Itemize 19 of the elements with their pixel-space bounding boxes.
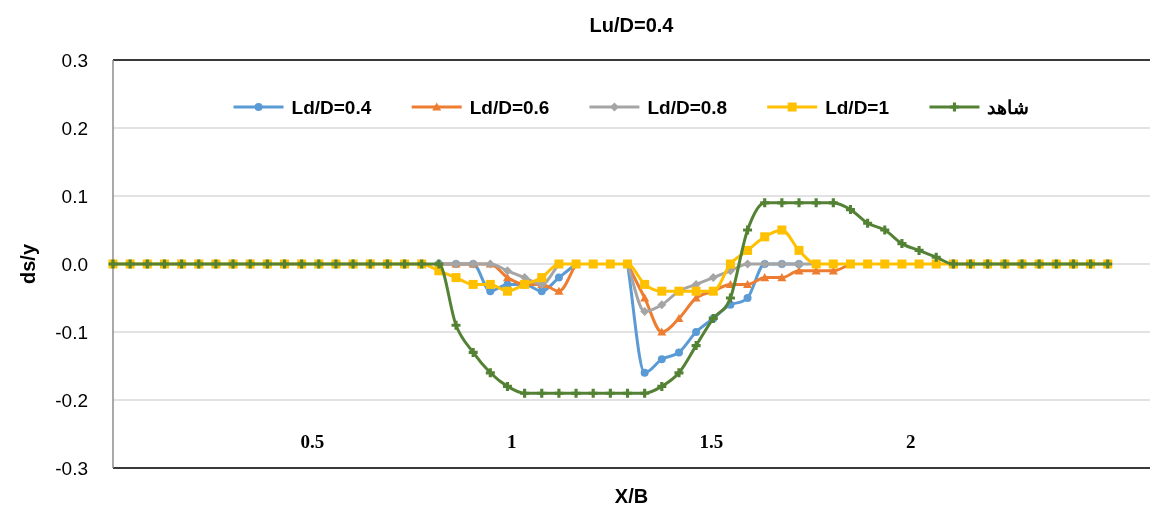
x-tick-label: 1 bbox=[507, 431, 517, 452]
legend-label: Ld/D=1 bbox=[825, 97, 890, 118]
legend-label: Ld/D=0.4 bbox=[291, 97, 372, 118]
x-tick-label: 0.5 bbox=[300, 431, 325, 452]
y-tick-label: 0.0 bbox=[61, 254, 88, 275]
y-tick-label: 0.3 bbox=[61, 50, 88, 71]
y-tick-label: 0.2 bbox=[61, 118, 88, 139]
y-axis-title: ds/y bbox=[17, 243, 39, 285]
legend-label: Ld/D=0.8 bbox=[647, 97, 728, 118]
y-tick-label: -0.2 bbox=[55, 390, 88, 411]
y-tick-label: 0.1 bbox=[61, 186, 88, 207]
y-tick-label: -0.1 bbox=[55, 322, 88, 343]
y-tick-label: -0.3 bbox=[55, 458, 88, 479]
x-tick-label: 1.5 bbox=[699, 431, 724, 452]
chart-title: Lu/D=0.4 bbox=[589, 14, 675, 36]
x-axis-title: X/B bbox=[614, 485, 649, 507]
legend-label: شاهد bbox=[987, 97, 1030, 118]
legend-label: Ld/D=0.6 bbox=[469, 97, 550, 118]
x-tick-label: 2 bbox=[905, 431, 916, 452]
